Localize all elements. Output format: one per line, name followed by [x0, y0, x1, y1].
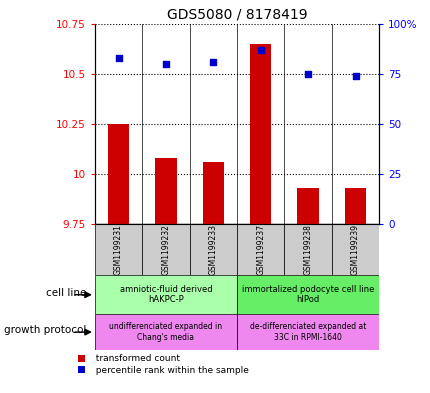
Text: GSM1199238: GSM1199238 [303, 224, 312, 275]
Text: GSM1199239: GSM1199239 [350, 224, 359, 275]
Bar [249, 44, 271, 224]
Point [304, 70, 311, 77]
Text: GSM1199231: GSM1199231 [114, 224, 123, 275]
Point [115, 55, 122, 61]
Point [209, 59, 216, 65]
Point [162, 61, 169, 67]
Point [257, 46, 264, 53]
Bar [95, 314, 237, 350]
Text: GSM1199237: GSM1199237 [256, 224, 264, 275]
Bar [237, 275, 378, 314]
Text: undifferenciated expanded in
Chang's media: undifferenciated expanded in Chang's med… [109, 322, 222, 342]
Bar [237, 224, 284, 275]
Text: cell line: cell line [46, 288, 86, 298]
Bar [142, 224, 189, 275]
Bar [237, 314, 378, 350]
Bar [344, 188, 366, 224]
Bar [95, 224, 142, 275]
Bar [297, 188, 318, 224]
Point [351, 73, 358, 79]
Text: GSM1199232: GSM1199232 [161, 224, 170, 275]
Text: de-differenciated expanded at
33C in RPMI-1640: de-differenciated expanded at 33C in RPM… [249, 322, 366, 342]
Bar [284, 224, 331, 275]
Text: GSM1199233: GSM1199233 [209, 224, 217, 275]
Legend:   transformed count,   percentile rank within the sample: transformed count, percentile rank withi… [77, 354, 248, 375]
Text: growth protocol: growth protocol [4, 325, 86, 335]
Bar [95, 275, 237, 314]
Bar [189, 224, 236, 275]
Bar [202, 162, 224, 224]
Bar [331, 224, 378, 275]
Bar [155, 158, 176, 224]
Text: immortalized podocyte cell line
hIPod: immortalized podocyte cell line hIPod [241, 285, 374, 305]
Title: GDS5080 / 8178419: GDS5080 / 8178419 [166, 7, 307, 21]
Text: amniotic-fluid derived
hAKPC-P: amniotic-fluid derived hAKPC-P [120, 285, 212, 305]
Bar [108, 124, 129, 224]
